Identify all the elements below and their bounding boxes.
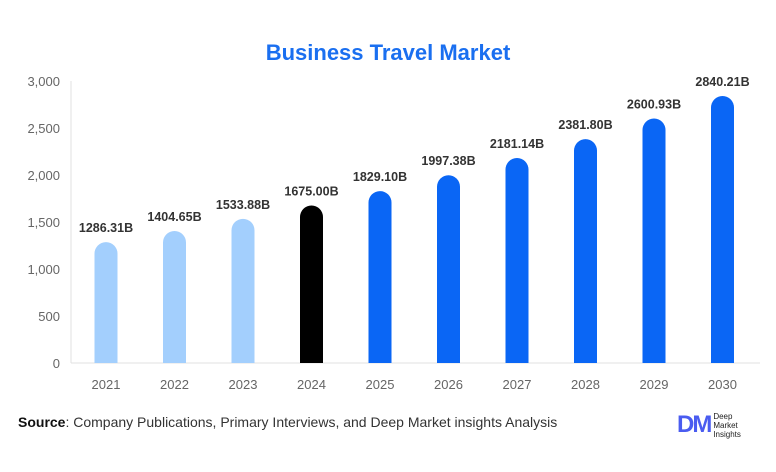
bar-2024 — [300, 205, 323, 363]
data-label: 2600.93B — [627, 98, 681, 112]
x-tick-label: 2023 — [229, 377, 258, 392]
y-tick-label: 3,000 — [27, 74, 60, 89]
data-label: 1675.00B — [284, 185, 338, 199]
bar-2021 — [94, 242, 118, 363]
source-note: Source: Company Publications, Primary In… — [18, 414, 557, 430]
bar-2027 — [505, 157, 529, 363]
data-label: 2840.21B — [695, 75, 749, 89]
bar-2030 — [711, 96, 734, 363]
x-tick-label: 2024 — [297, 377, 326, 392]
x-tick-label: 2022 — [160, 377, 189, 392]
y-tick-label: 2,000 — [27, 168, 60, 183]
data-label: 1997.38B — [421, 154, 475, 168]
y-tick-label: 1,500 — [27, 215, 60, 230]
logo: DM Deep Market Insights — [677, 411, 741, 439]
bar-chart: 0 500 1,000 1,500 2,000 2,500 3,000 1286.31B 202… — [27, 74, 760, 392]
bar-2026 — [437, 175, 460, 363]
source-text: : Company Publications, Primary Intervie… — [65, 414, 558, 430]
data-label: 2381.80B — [558, 118, 612, 132]
x-tick-label: 2029 — [640, 377, 669, 392]
data-label: 2181.14B — [490, 137, 544, 151]
logo-mark: DM — [677, 411, 712, 438]
y-tick-label: 2,500 — [27, 121, 60, 136]
y-tick-label: 0 — [53, 356, 60, 371]
x-tick-label: 2028 — [571, 377, 600, 392]
data-label: 1829.10B — [353, 170, 407, 184]
y-tick-label: 1,000 — [27, 262, 60, 277]
x-tick-label: 2030 — [708, 377, 737, 392]
bar-2023 — [231, 218, 255, 363]
bar-2025 — [368, 191, 392, 363]
y-tick-label: 500 — [38, 309, 60, 324]
x-tick-label: 2027 — [503, 377, 532, 392]
data-label: 1404.65B — [147, 210, 201, 224]
logo-text: Deep Market Insights — [713, 411, 741, 439]
chart-title: Business Travel Market — [265, 40, 511, 65]
x-tick-label: 2025 — [366, 377, 395, 392]
data-label: 1533.88B — [216, 198, 270, 212]
bar-2022 — [163, 230, 186, 363]
data-label: 1286.31B — [79, 221, 133, 235]
bar-2028 — [574, 139, 597, 363]
bar-2029 — [642, 118, 666, 363]
x-tick-label: 2026 — [434, 377, 463, 392]
x-tick-label: 2021 — [92, 377, 121, 392]
source-label: Source — [18, 414, 66, 430]
